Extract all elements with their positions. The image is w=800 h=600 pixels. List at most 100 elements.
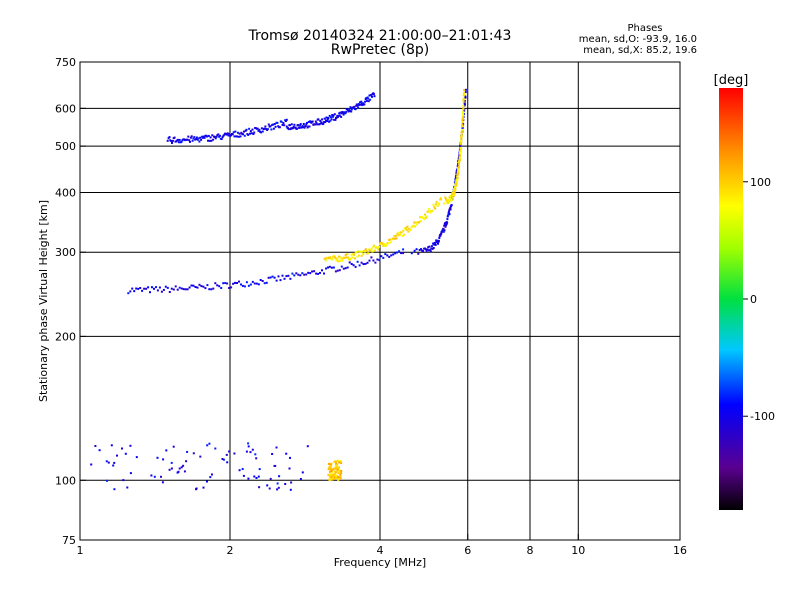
echo-point xyxy=(330,465,333,467)
echo-point xyxy=(135,287,138,290)
echo-point xyxy=(457,171,460,173)
echo-point xyxy=(189,140,191,143)
echo-point xyxy=(322,122,325,125)
echo-point xyxy=(340,265,343,268)
echo-point xyxy=(347,110,350,113)
echo-point xyxy=(261,280,264,282)
echo-point xyxy=(327,473,330,476)
echo-point xyxy=(419,216,421,219)
echo-point xyxy=(221,136,224,139)
echo-point xyxy=(279,279,282,282)
echo-points xyxy=(90,88,467,491)
echo-point xyxy=(285,125,288,128)
echo-point xyxy=(355,104,358,107)
echo-point xyxy=(206,480,208,483)
echo-point xyxy=(302,123,305,125)
echo-point xyxy=(247,442,250,445)
echo-point xyxy=(301,272,304,275)
echo-point xyxy=(249,130,252,133)
echo-point xyxy=(337,475,340,478)
echo-point xyxy=(241,468,244,470)
echo-point xyxy=(323,257,326,260)
colorbar-tick-label: -100 xyxy=(750,410,775,423)
echo-point xyxy=(359,101,361,104)
echo-point xyxy=(329,467,332,470)
echo-point xyxy=(334,257,337,260)
echo-point xyxy=(425,215,428,218)
echo-point xyxy=(243,134,246,137)
echo-point xyxy=(113,488,116,491)
echo-point xyxy=(400,252,403,255)
echo-point xyxy=(462,107,465,110)
echo-point xyxy=(344,253,347,256)
echo-point xyxy=(373,249,376,252)
echo-point xyxy=(429,248,432,251)
echo-point xyxy=(346,266,349,269)
echo-point xyxy=(319,271,321,274)
echo-point xyxy=(105,460,108,463)
echo-point xyxy=(328,114,331,117)
echo-point xyxy=(358,103,361,106)
echo-point xyxy=(263,127,266,130)
echo-point xyxy=(446,202,449,205)
echo-point xyxy=(461,126,464,129)
echo-point xyxy=(462,112,465,115)
echo-point xyxy=(436,205,439,207)
echo-point xyxy=(329,470,331,473)
echo-point xyxy=(285,118,288,121)
echo-point xyxy=(365,99,368,102)
echo-point xyxy=(141,289,144,292)
echo-point xyxy=(334,465,337,468)
echo-point xyxy=(463,99,466,102)
echo-point xyxy=(431,247,434,250)
echo-point xyxy=(424,213,426,216)
echo-point xyxy=(390,254,393,257)
echo-point xyxy=(213,136,216,138)
echo-point xyxy=(345,111,348,113)
echo-point xyxy=(458,158,461,161)
echo-point xyxy=(158,286,161,289)
echo-point xyxy=(348,261,351,264)
echo-point xyxy=(386,254,389,257)
chart-subtitle: RwPretec (8p) xyxy=(331,42,429,58)
echo-point xyxy=(245,128,248,131)
echo-point xyxy=(228,450,231,453)
echo-point xyxy=(383,243,386,246)
echo-point xyxy=(267,123,270,126)
echo-point xyxy=(366,96,369,99)
echo-point xyxy=(453,191,456,194)
echo-point xyxy=(212,138,215,141)
echo-point xyxy=(345,256,348,259)
echo-point xyxy=(336,114,339,117)
echo-point xyxy=(349,257,352,260)
echo-point xyxy=(405,228,408,231)
echo-point xyxy=(327,468,330,471)
echo-point xyxy=(461,121,464,123)
echo-point xyxy=(225,453,228,456)
echo-point xyxy=(355,103,358,106)
echo-point xyxy=(289,488,292,491)
echo-point xyxy=(418,221,421,224)
echo-point xyxy=(462,108,465,111)
echo-point xyxy=(178,286,181,289)
x-tick-label: 10 xyxy=(571,544,585,557)
echo-point xyxy=(269,125,272,128)
echo-point xyxy=(331,473,334,476)
echo-point xyxy=(449,206,452,209)
echo-point xyxy=(360,254,363,257)
echo-point xyxy=(403,233,406,236)
echo-point xyxy=(129,290,132,293)
echo-point xyxy=(335,116,338,119)
echo-point xyxy=(302,126,305,129)
echo-point xyxy=(338,255,340,258)
echo-point xyxy=(408,228,411,230)
echo-point xyxy=(355,251,358,254)
echo-point xyxy=(183,470,186,473)
echo-point xyxy=(221,458,224,460)
echo-point xyxy=(419,220,422,223)
echo-point xyxy=(161,481,164,484)
echo-point xyxy=(422,216,425,219)
echo-point xyxy=(459,154,462,157)
echo-point xyxy=(306,121,308,124)
echo-point xyxy=(240,131,243,134)
